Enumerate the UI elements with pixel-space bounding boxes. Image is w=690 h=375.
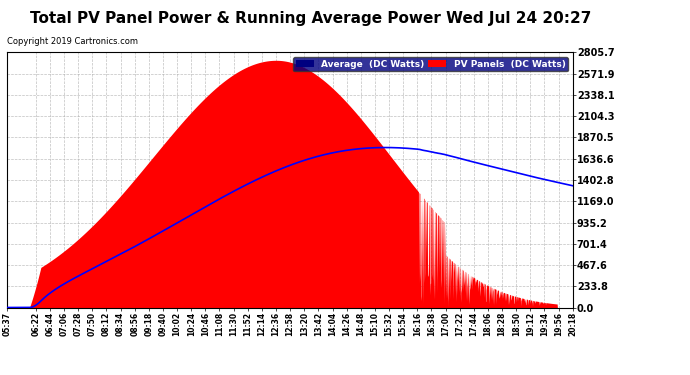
Text: Total PV Panel Power & Running Average Power Wed Jul 24 20:27: Total PV Panel Power & Running Average P… (30, 11, 591, 26)
Legend: Average  (DC Watts), PV Panels  (DC Watts): Average (DC Watts), PV Panels (DC Watts) (293, 57, 568, 71)
Text: Copyright 2019 Cartronics.com: Copyright 2019 Cartronics.com (7, 38, 138, 46)
